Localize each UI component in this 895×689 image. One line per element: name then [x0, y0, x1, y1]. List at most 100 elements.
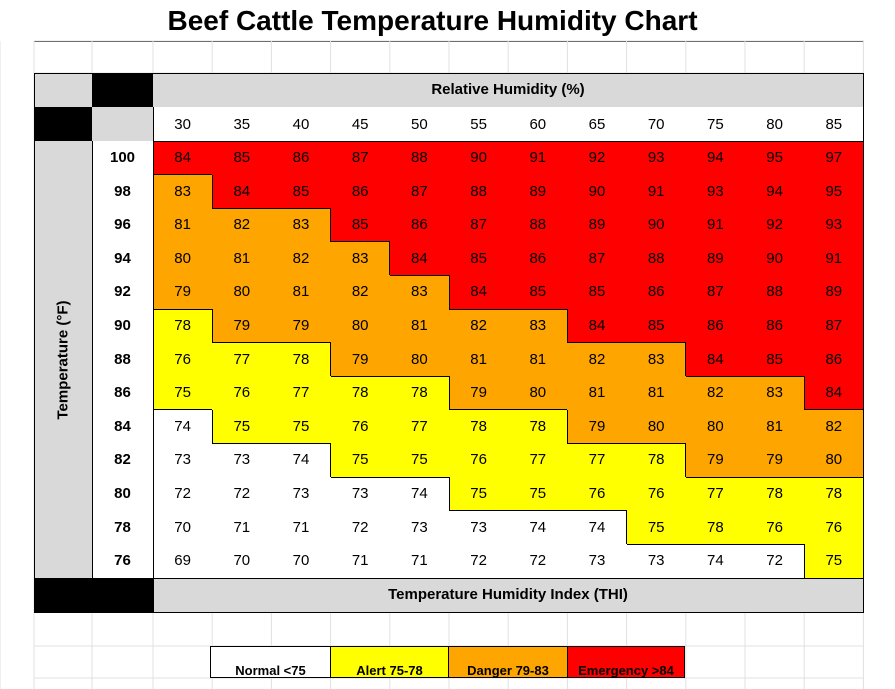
thi-cell: 79	[153, 275, 213, 309]
thi-cell: 90	[449, 141, 509, 175]
thi-cell: 84	[153, 141, 213, 175]
thi-cell: 75	[212, 409, 272, 444]
zone-boundary	[567, 510, 627, 512]
thi-cell: 82	[212, 208, 272, 242]
zone-boundary	[330, 241, 390, 243]
temperature-tick-label: 88	[92, 342, 153, 377]
thi-cell: 73	[153, 443, 213, 477]
thi-cell: 78	[330, 376, 390, 410]
zone-boundary	[508, 308, 568, 310]
thi-cell: 86	[626, 275, 686, 309]
temperature-tick-label: 82	[92, 443, 153, 477]
thi-cell: 72	[212, 477, 272, 511]
zone-boundary	[271, 207, 331, 209]
thi-cell: 75	[153, 376, 213, 410]
thi-cell: 81	[212, 241, 272, 276]
zone-boundary	[212, 342, 272, 344]
thi-cell: 69	[153, 544, 213, 578]
thi-cell: 82	[804, 409, 864, 444]
thi-cell: 76	[449, 443, 509, 477]
temperature-tick-label: 98	[92, 174, 153, 209]
zone-boundary	[153, 141, 863, 142]
temperature-tick-label: 78	[92, 510, 153, 545]
thi-cell: 97	[804, 141, 864, 175]
thi-cell: 75	[626, 510, 686, 545]
thi-cell: 77	[567, 443, 627, 477]
zone-boundary	[212, 207, 272, 209]
humidity-tick-label: 40	[271, 107, 331, 141]
thi-cell: 72	[153, 477, 213, 511]
thi-cell: 85	[745, 342, 805, 377]
thi-cell: 86	[685, 309, 745, 343]
thi-footer-band	[153, 578, 863, 612]
thi-cell: 80	[626, 409, 686, 444]
corner-block-left	[34, 107, 92, 141]
thi-cell: 80	[685, 409, 745, 444]
thi-cell: 93	[626, 141, 686, 175]
thi-cell: 73	[567, 544, 627, 578]
corner-gray-cell	[92, 107, 153, 141]
thi-cell: 75	[271, 409, 331, 444]
zone-boundary	[34, 73, 864, 74]
thi-cell: 80	[330, 309, 390, 343]
zone-boundary	[626, 543, 686, 545]
zone-boundary	[803, 376, 805, 410]
thi-cell: 85	[212, 141, 272, 175]
legend-alert: Alert 75-78	[331, 646, 449, 678]
thi-cell: 74	[389, 477, 449, 511]
thi-cell: 74	[153, 409, 213, 444]
thi-cell: 87	[389, 174, 449, 209]
zone-boundary	[685, 342, 687, 377]
thi-cell: 85	[567, 275, 627, 309]
thi-cell: 85	[330, 208, 390, 242]
temperature-tick-label: 100	[92, 141, 153, 175]
thi-cell: 91	[626, 174, 686, 209]
thi-cell: 79	[745, 443, 805, 477]
thi-cell: 77	[212, 342, 272, 377]
thi-cell: 85	[626, 309, 686, 343]
zone-boundary	[34, 578, 864, 579]
thi-cell: 72	[508, 544, 568, 578]
zone-boundary	[389, 375, 449, 377]
zone-boundary	[389, 476, 449, 478]
thi-cell: 86	[804, 342, 864, 377]
thi-cell: 81	[153, 208, 213, 242]
zone-boundary	[389, 274, 449, 276]
zone-boundary	[153, 308, 213, 310]
thi-cell: 79	[567, 409, 627, 444]
zone-boundary	[34, 73, 35, 613]
zone-boundary	[508, 409, 568, 411]
thi-cell: 78	[389, 376, 449, 410]
thi-cell: 76	[153, 342, 213, 377]
zone-boundary	[863, 73, 864, 613]
thi-cell: 74	[271, 443, 331, 477]
thi-cell: 78	[449, 409, 509, 444]
thi-cell: 95	[804, 174, 864, 209]
zone-boundary	[330, 375, 390, 377]
zone-boundary	[685, 375, 745, 377]
zone-boundary	[92, 141, 93, 578]
humidity-tick-label: 55	[449, 107, 509, 141]
zone-boundary	[211, 174, 213, 209]
humidity-header-band	[153, 73, 863, 107]
thi-cell: 83	[508, 309, 568, 343]
zone-boundary	[804, 409, 864, 411]
thi-cell: 73	[449, 510, 509, 545]
y-axis-label: Temperature (°F)	[54, 299, 72, 420]
thi-cell: 75	[804, 544, 864, 578]
thi-cell: 80	[804, 443, 864, 477]
thi-cell: 85	[508, 275, 568, 309]
temperature-tick-label: 80	[92, 477, 153, 511]
zone-boundary	[153, 174, 213, 176]
thi-cell: 78	[508, 409, 568, 444]
thi-cell: 79	[271, 309, 331, 343]
zone-boundary	[271, 442, 331, 444]
temperature-side-band	[34, 141, 92, 578]
thi-cell: 91	[804, 241, 864, 276]
thi-cell: 81	[626, 376, 686, 410]
thi-cell: 88	[508, 208, 568, 242]
zone-boundary	[389, 241, 391, 276]
thi-cell: 74	[685, 544, 745, 578]
thi-cell: 89	[508, 174, 568, 209]
thi-cell: 73	[212, 443, 272, 477]
